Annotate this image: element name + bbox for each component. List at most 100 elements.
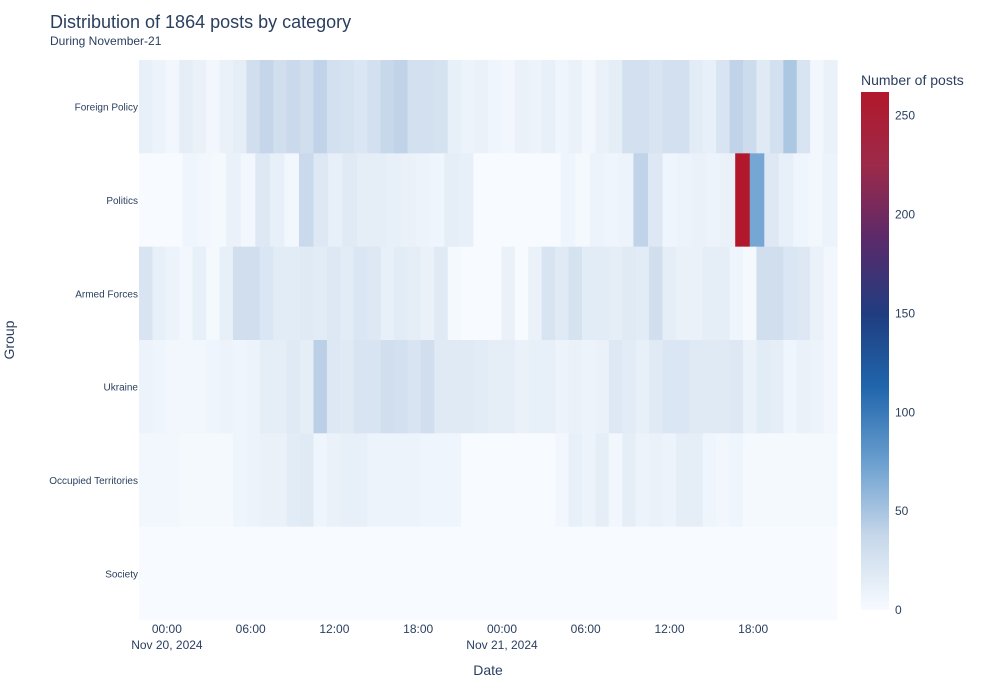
- heatmap-cell[interactable]: [286, 433, 301, 527]
- heatmap-cell[interactable]: [749, 153, 765, 247]
- heatmap-cell[interactable]: [764, 153, 780, 247]
- heatmap-cell[interactable]: [461, 340, 476, 434]
- heatmap-cell[interactable]: [434, 433, 449, 527]
- heatmap-cell[interactable]: [555, 60, 570, 154]
- heatmap-cell[interactable]: [420, 246, 435, 341]
- heatmap-cell[interactable]: [691, 153, 707, 247]
- heatmap-cell[interactable]: [168, 153, 184, 247]
- heatmap-cell[interactable]: [313, 526, 328, 621]
- heatmap-cell[interactable]: [259, 246, 274, 341]
- heatmap-cell[interactable]: [407, 433, 422, 527]
- heatmap-cell[interactable]: [420, 60, 435, 154]
- heatmap-cell[interactable]: [434, 246, 449, 341]
- heatmap-cell[interactable]: [810, 246, 825, 341]
- heatmap-cell[interactable]: [796, 246, 811, 341]
- heatmap-cell[interactable]: [246, 60, 261, 154]
- heatmap-cell[interactable]: [706, 153, 722, 247]
- heatmap-cell[interactable]: [206, 526, 221, 621]
- heatmap-cell[interactable]: [192, 246, 207, 341]
- heatmap-cell[interactable]: [219, 60, 234, 154]
- heatmap-cell[interactable]: [743, 246, 758, 341]
- heatmap-cell[interactable]: [662, 60, 677, 154]
- heatmap-cell[interactable]: [541, 433, 556, 527]
- heatmap-cell[interactable]: [461, 246, 476, 341]
- heatmap-cell[interactable]: [555, 246, 570, 341]
- heatmap-cell[interactable]: [219, 246, 234, 341]
- heatmap-cell[interactable]: [796, 340, 811, 434]
- heatmap-cell[interactable]: [273, 340, 288, 434]
- heatmap-cell[interactable]: [769, 340, 784, 434]
- heatmap-cell[interactable]: [407, 246, 422, 341]
- heatmap-cell[interactable]: [326, 246, 341, 341]
- heatmap-cell[interactable]: [595, 526, 610, 621]
- heatmap-cell[interactable]: [182, 153, 198, 247]
- heatmap-cell[interactable]: [729, 340, 744, 434]
- heatmap-cell[interactable]: [488, 433, 503, 527]
- heatmap-cell[interactable]: [328, 153, 344, 247]
- heatmap-cell[interactable]: [165, 433, 180, 527]
- heatmap-cell[interactable]: [394, 246, 409, 341]
- heatmap-cell[interactable]: [756, 526, 771, 621]
- heatmap-cell[interactable]: [743, 526, 758, 621]
- heatmap-cell[interactable]: [702, 60, 717, 154]
- heatmap-cell[interactable]: [461, 60, 476, 154]
- heatmap-cell[interactable]: [139, 153, 155, 247]
- heatmap-cell[interactable]: [179, 340, 194, 434]
- heatmap-cell[interactable]: [729, 246, 744, 341]
- heatmap-cell[interactable]: [589, 153, 605, 247]
- heatmap-cell[interactable]: [139, 340, 154, 434]
- heatmap-cell[interactable]: [300, 246, 315, 341]
- heatmap-cell[interactable]: [560, 153, 576, 247]
- heatmap-cell[interactable]: [367, 60, 382, 154]
- heatmap-cell[interactable]: [796, 433, 811, 527]
- heatmap-cell[interactable]: [729, 433, 744, 527]
- heatmap-cell[interactable]: [434, 60, 449, 154]
- heatmap-cell[interactable]: [735, 153, 751, 247]
- heatmap-cell[interactable]: [206, 340, 221, 434]
- heatmap-cell[interactable]: [286, 60, 301, 154]
- heatmap-cell[interactable]: [541, 246, 556, 341]
- heatmap-cell[interactable]: [675, 526, 690, 621]
- heatmap-cell[interactable]: [300, 60, 315, 154]
- heatmap-cell[interactable]: [575, 153, 591, 247]
- heatmap-cell[interactable]: [501, 246, 516, 341]
- heatmap-cell[interactable]: [514, 340, 529, 434]
- heatmap-cell[interactable]: [622, 60, 637, 154]
- heatmap-cell[interactable]: [608, 60, 623, 154]
- heatmap-cell[interactable]: [783, 340, 798, 434]
- heatmap-cell[interactable]: [528, 526, 543, 621]
- heatmap-cell[interactable]: [810, 433, 825, 527]
- heatmap-cell[interactable]: [796, 60, 811, 154]
- heatmap-cell[interactable]: [647, 153, 664, 247]
- heatmap-cell[interactable]: [716, 433, 731, 527]
- heatmap-cell[interactable]: [568, 433, 583, 527]
- heatmap-cell[interactable]: [415, 153, 431, 247]
- heatmap-cell[interactable]: [823, 433, 838, 527]
- heatmap-cell[interactable]: [240, 153, 256, 247]
- heatmap-cell[interactable]: [568, 526, 583, 621]
- heatmap-cell[interactable]: [420, 526, 435, 621]
- heatmap-cell[interactable]: [313, 153, 329, 247]
- heatmap-cell[interactable]: [807, 153, 824, 247]
- heatmap-cell[interactable]: [531, 153, 547, 247]
- heatmap-cell[interactable]: [340, 340, 355, 434]
- heatmap-cell[interactable]: [568, 340, 583, 434]
- heatmap-cell[interactable]: [246, 246, 261, 341]
- heatmap-cell[interactable]: [823, 526, 838, 621]
- heatmap-cell[interactable]: [407, 60, 422, 154]
- heatmap-cell[interactable]: [689, 246, 704, 341]
- heatmap-cell[interactable]: [152, 340, 167, 434]
- heatmap-cell[interactable]: [689, 433, 704, 527]
- heatmap-cell[interactable]: [447, 60, 462, 154]
- heatmap-cell[interactable]: [273, 526, 288, 621]
- heatmap-cell[interactable]: [313, 246, 328, 341]
- heatmap-cell[interactable]: [313, 60, 328, 154]
- heatmap-cell[interactable]: [300, 526, 315, 621]
- heatmap-cell[interactable]: [501, 60, 516, 154]
- heatmap-cell[interactable]: [259, 60, 274, 154]
- heatmap-cell[interactable]: [514, 433, 529, 527]
- heatmap-cell[interactable]: [211, 153, 227, 247]
- heatmap-cell[interactable]: [635, 60, 650, 154]
- heatmap-cell[interactable]: [555, 526, 570, 621]
- heatmap-cell[interactable]: [232, 526, 247, 621]
